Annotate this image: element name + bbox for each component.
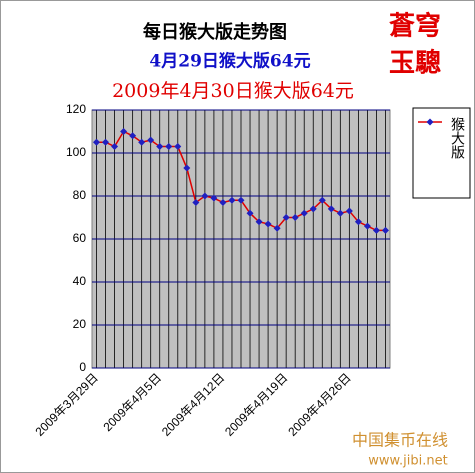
y-tick-label: 80 [73, 188, 87, 202]
point-marker [300, 209, 308, 217]
point-marker [309, 205, 317, 213]
point-marker [255, 218, 263, 226]
point-marker [345, 207, 353, 215]
logo-text: 中国集币在线 [352, 431, 448, 450]
point-marker [291, 214, 299, 221]
point-marker [183, 164, 191, 172]
point-marker [264, 220, 272, 228]
point-marker [210, 194, 218, 202]
point-marker [381, 226, 389, 234]
point-marker [354, 218, 362, 226]
y-tick-label: 60 [73, 231, 87, 245]
point-marker [129, 132, 137, 140]
point-marker [147, 136, 155, 144]
legend-box [412, 107, 471, 199]
point-marker [282, 214, 290, 221]
legend-marker [426, 118, 434, 126]
point-marker [192, 198, 200, 206]
point-marker [165, 143, 173, 151]
y-tick-label: 120 [66, 102, 86, 116]
point-marker [201, 192, 209, 200]
point-marker [246, 209, 254, 217]
legend-label: 猴大版 [449, 117, 465, 160]
point-marker [138, 138, 146, 146]
point-marker [156, 143, 164, 151]
point-marker [363, 222, 371, 230]
point-marker [102, 138, 110, 146]
subtitle: 2009年4月30日猴大版64元 [112, 80, 354, 102]
point-marker [93, 138, 101, 146]
watermark: 玉驄 [389, 48, 441, 79]
subtitle: 4月29日猴大版64元 [149, 51, 310, 72]
point-marker [336, 209, 344, 217]
point-marker [120, 128, 128, 135]
y-tick-label: 0 [79, 360, 86, 374]
y-tick-label: 40 [73, 274, 87, 288]
point-marker [237, 196, 245, 204]
point-marker [228, 196, 236, 204]
point-marker [219, 198, 227, 206]
point-marker [327, 205, 335, 213]
point-marker [273, 224, 281, 232]
y-tick-label: 100 [66, 145, 86, 159]
point-marker [174, 143, 182, 151]
chart-title: 每日猴大版走势图 [143, 21, 287, 43]
point-marker [111, 143, 119, 151]
point-marker [372, 226, 380, 234]
logo-url: www.jibi.net [368, 454, 447, 469]
y-tick-label: 20 [73, 317, 87, 331]
point-marker [318, 196, 326, 204]
watermark: 蒼穹 [389, 11, 441, 42]
